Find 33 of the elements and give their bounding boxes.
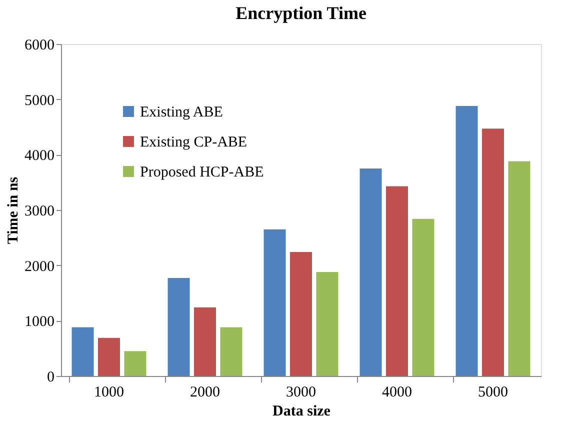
bar (98, 338, 120, 376)
x-axis-title: Data size (272, 404, 331, 420)
legend-label: Existing ABE (140, 104, 223, 120)
bar (386, 186, 408, 376)
x-tick-label: 3000 (286, 384, 316, 400)
bar (290, 252, 312, 376)
bar (482, 128, 504, 376)
y-tick-label: 5000 (24, 92, 54, 109)
legend-label: Existing CP-ABE (140, 134, 248, 150)
y-axis-title: Time in ns (6, 176, 22, 244)
x-tick-label: 5000 (478, 384, 508, 400)
legend-label: Proposed HCP-ABE (140, 164, 264, 180)
chart-title: Encryption Time (236, 3, 366, 23)
y-tick-label: 1000 (24, 314, 54, 330)
y-tick-label: 0 (47, 370, 54, 386)
bar (194, 307, 216, 376)
x-tick-label: 1000 (94, 384, 124, 400)
bar (168, 278, 190, 376)
x-tick-label: 4000 (382, 384, 412, 400)
bar (72, 327, 94, 376)
bar (220, 327, 242, 376)
bar (316, 272, 338, 376)
bar (124, 351, 146, 376)
y-tick-label: 3000 (24, 204, 54, 220)
bar (360, 168, 382, 376)
y-tick-label: 2000 (24, 258, 54, 275)
bar (508, 161, 530, 376)
y-tick-label: 6000 (24, 38, 54, 54)
bar (456, 106, 478, 376)
x-tick-label: 2000 (190, 384, 220, 400)
bar (412, 218, 434, 376)
y-tick-label: 4000 (24, 148, 54, 164)
bar (264, 229, 286, 376)
